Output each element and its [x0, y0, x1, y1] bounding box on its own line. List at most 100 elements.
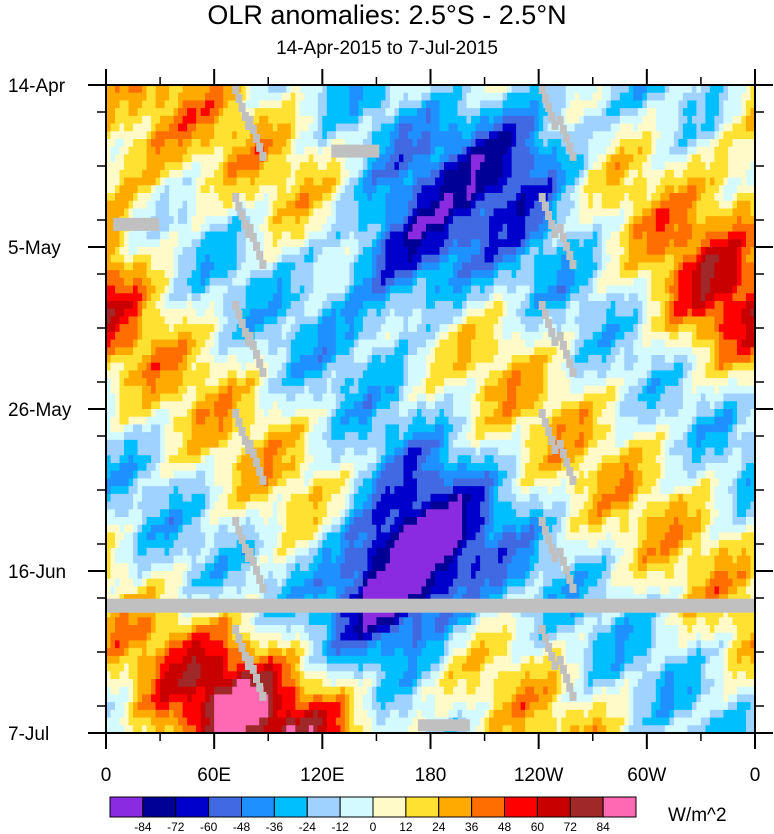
field-cell — [394, 200, 400, 210]
field-cell — [277, 200, 283, 210]
field-cell — [583, 270, 589, 279]
field-cell — [425, 247, 432, 256]
field-cell — [502, 85, 508, 94]
field-cell — [439, 154, 445, 163]
field-cell — [723, 208, 729, 217]
field-cell — [358, 216, 364, 225]
field-cell — [525, 231, 531, 240]
field-cell — [610, 231, 616, 240]
field-cell — [439, 324, 445, 333]
field-cell — [106, 347, 112, 356]
field-cell — [457, 162, 463, 171]
field-cell — [268, 131, 274, 140]
field-cell — [633, 301, 639, 310]
field-cell — [601, 92, 607, 102]
field-cell — [205, 254, 211, 264]
field-cell — [389, 293, 396, 302]
field-cell — [349, 193, 355, 202]
field-cell — [444, 162, 450, 171]
field-cell — [606, 169, 612, 179]
field-cell — [682, 216, 688, 225]
field-cell — [263, 200, 269, 210]
field-cell — [669, 85, 675, 94]
field-cell — [624, 146, 630, 156]
field-cell — [200, 347, 206, 356]
field-cell — [394, 231, 400, 240]
field-cell — [556, 139, 562, 148]
field-cell — [344, 285, 350, 294]
field-cell — [502, 270, 508, 279]
field-cell — [133, 185, 139, 194]
field-cell — [416, 270, 423, 279]
field-cell — [110, 185, 116, 194]
field-cell — [723, 115, 729, 125]
field-cell — [241, 254, 247, 264]
field-cell — [223, 293, 229, 302]
field-cell — [403, 92, 409, 102]
field-cell — [597, 123, 603, 132]
field-cell — [610, 247, 616, 256]
field-cell — [624, 316, 630, 325]
field-cell — [664, 331, 670, 341]
field-cell — [592, 223, 598, 233]
field-cell — [511, 131, 517, 140]
field-cell — [660, 308, 666, 318]
field-cell — [660, 169, 666, 179]
field-cell — [592, 193, 598, 202]
field-cell — [655, 301, 661, 310]
field-cell — [732, 162, 738, 171]
field-cell — [723, 108, 729, 117]
field-cell — [655, 239, 661, 248]
field-cell — [376, 208, 382, 217]
field-cell — [290, 162, 296, 171]
field-cell — [687, 293, 693, 302]
field-cell — [628, 177, 634, 186]
field-cell — [633, 277, 639, 287]
field-cell — [444, 262, 450, 271]
field-cell — [272, 277, 278, 287]
field-cell — [516, 146, 522, 156]
field-cell — [137, 301, 143, 310]
field-cell — [349, 100, 355, 109]
field-cell — [277, 277, 283, 287]
field-cell — [516, 270, 522, 279]
field-cell — [448, 324, 454, 333]
field-cell — [592, 293, 598, 302]
field-cell — [335, 131, 341, 140]
field-cell — [389, 200, 396, 210]
field-cell — [498, 100, 504, 109]
field-cell — [615, 223, 621, 233]
field-cell — [660, 324, 666, 333]
field-cell — [484, 115, 490, 125]
field-cell — [331, 270, 337, 279]
field-cell — [281, 139, 287, 148]
field-cell — [223, 339, 229, 348]
field-cell — [376, 347, 382, 356]
field-cell — [637, 239, 643, 248]
field-cell — [412, 277, 418, 287]
field-cell — [335, 177, 341, 186]
field-cell — [317, 316, 323, 325]
field-cell — [412, 239, 418, 248]
field-cell — [376, 200, 382, 210]
field-cell — [313, 254, 319, 264]
field-cell — [664, 277, 670, 287]
field-cell — [475, 169, 481, 179]
field-cell — [169, 316, 175, 325]
field-cell — [552, 239, 558, 248]
field-cell — [137, 262, 143, 271]
field-cell — [448, 231, 454, 240]
field-cell — [588, 100, 594, 109]
field-cell — [317, 254, 323, 264]
field-cell — [200, 139, 206, 148]
field-cell — [358, 85, 364, 94]
field-cell — [534, 277, 540, 287]
field-cell — [218, 247, 224, 256]
field-cell — [272, 123, 278, 132]
field-cell — [358, 200, 364, 210]
field-cell — [187, 254, 193, 264]
field-cell — [516, 123, 522, 132]
field-cell — [263, 277, 269, 287]
field-cell — [326, 293, 332, 302]
field-cell — [579, 285, 585, 294]
